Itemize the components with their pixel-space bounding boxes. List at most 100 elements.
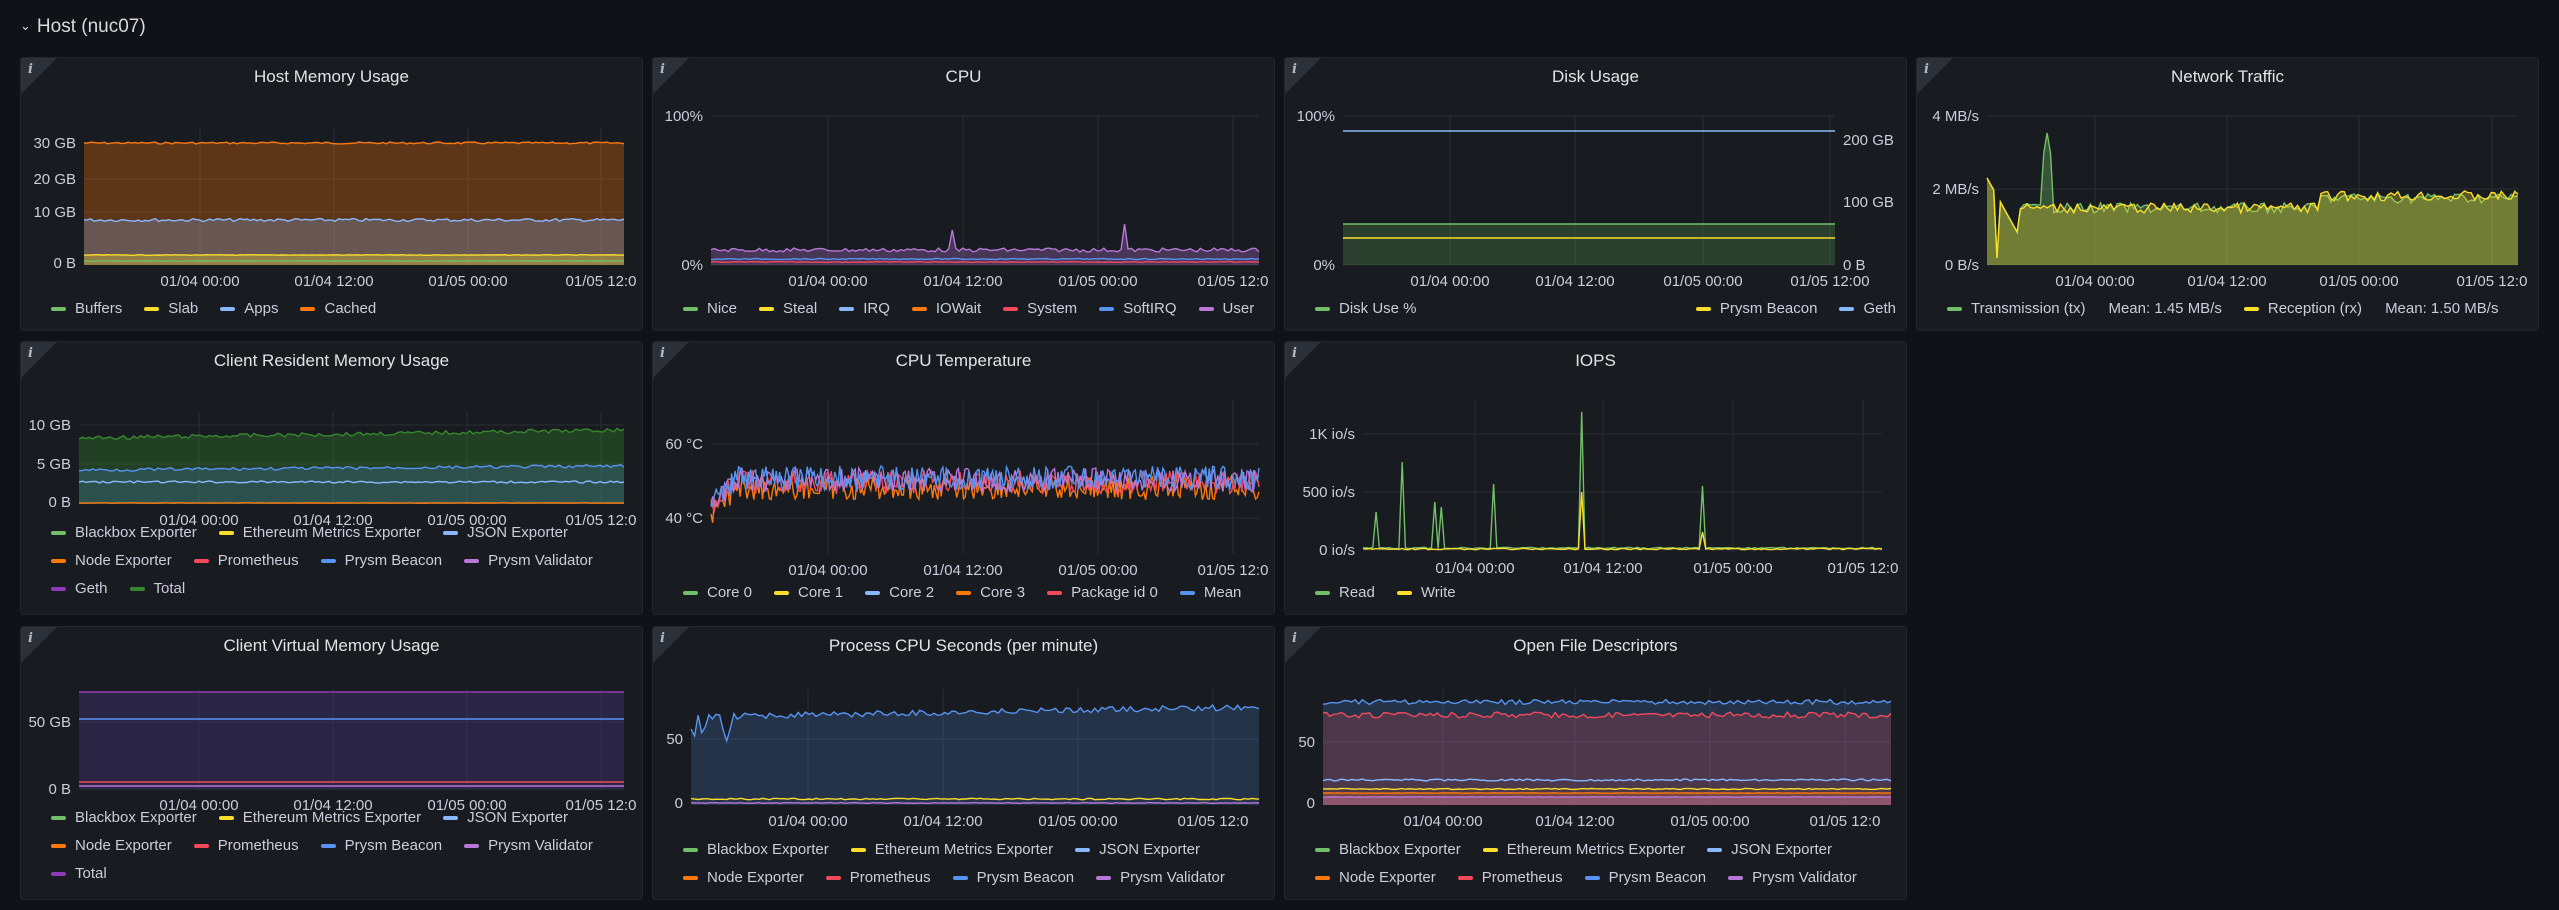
- info-icon[interactable]: i: [1292, 631, 1297, 646]
- total-line: [78, 427, 625, 441]
- legend-item[interactable]: Prometheus: [193, 550, 299, 572]
- legend-item[interactable]: Prysm Validator: [1728, 867, 1857, 889]
- legend-item[interactable]: JSON Exporter: [443, 522, 568, 544]
- legend-item[interactable]: Write: [1396, 582, 1456, 604]
- rx-line: [1986, 177, 2519, 259]
- legend-item[interactable]: Prometheus: [193, 835, 299, 857]
- legend-item[interactable]: Steal: [759, 298, 817, 320]
- legend-item[interactable]: Ethereum Metrics Exporter: [1482, 839, 1685, 861]
- panel-graph[interactable]: 60 °C 40 °C 01/04 00:00 01/04 12:00 01/05 00…: [653, 342, 1275, 615]
- panel-graph[interactable]: 50 0 01/04 00:00 01/04 12:00 01/05 00:00 01/0…: [653, 627, 1275, 900]
- legend-item[interactable]: Prysm Beacon: [320, 550, 442, 572]
- legend-item[interactable]: Slab: [144, 298, 198, 320]
- legend-item[interactable]: Core 0: [683, 582, 752, 604]
- panel-title[interactable]: CPU Temperature: [895, 351, 1032, 370]
- legend-item[interactable]: Core 2: [865, 582, 934, 604]
- info-icon[interactable]: i: [28, 62, 33, 77]
- info-icon[interactable]: i: [660, 631, 665, 646]
- legend-item[interactable]: Prysm Beacon: [320, 835, 442, 857]
- legend-item[interactable]: Node Exporter: [51, 835, 172, 857]
- info-icon[interactable]: i: [660, 346, 665, 361]
- info-icon[interactable]: i: [1924, 62, 1929, 77]
- panel-title[interactable]: Disk Usage: [1552, 67, 1639, 86]
- legend-item[interactable]: Prysm Beacon: [952, 867, 1074, 889]
- legend-item[interactable]: Geth: [1839, 298, 1896, 320]
- row-header[interactable]: ⌄ Host (nuc07): [20, 12, 146, 42]
- panel-title[interactable]: Network Traffic: [2170, 67, 2285, 86]
- panel-iops[interactable]: i IOPS 1K io/s 500 io/s 0 io/s 01/04 00:00 01/…: [1284, 341, 1907, 615]
- legend-item[interactable]: Node Exporter: [51, 550, 172, 572]
- legend-item[interactable]: Apps: [220, 298, 278, 320]
- panel-client-virtual[interactable]: i Client Virtual Memory Usage 50 GB 0 B 01/0…: [20, 626, 643, 900]
- legend-item[interactable]: Blackbox Exporter: [683, 839, 829, 861]
- legend-item[interactable]: JSON Exporter: [1707, 839, 1832, 861]
- panel-graph[interactable]: 50 0 01/04 00:00 01/04 12:00 01/05 00:00 01/0…: [1285, 627, 1907, 900]
- panel-title[interactable]: Open File Descriptors: [1513, 636, 1678, 655]
- panel-open-fds[interactable]: i Open File Descriptors 50 0 01/04 00:00 01/0…: [1284, 626, 1907, 900]
- info-icon[interactable]: i: [28, 631, 33, 646]
- info-icon[interactable]: i: [1292, 346, 1297, 361]
- legend-item[interactable]: Mean: [1179, 582, 1241, 604]
- legend-item[interactable]: Core 1: [774, 582, 843, 604]
- panel-title[interactable]: Process CPU Seconds (per minute): [828, 636, 1099, 655]
- panel-disk-usage[interactable]: i Disk Usage 100% 0% 200 GB 100 GB 0 B 01/04 00…: [1284, 57, 1907, 331]
- legend-item[interactable]: Disk Use %: [1315, 298, 1417, 320]
- legend-mean: Mean: 1.50 MB/s: [2385, 300, 2499, 317]
- legend-item[interactable]: Ethereum Metrics Exporter: [218, 807, 421, 829]
- legend-item[interactable]: Total: [129, 578, 185, 600]
- panel-network[interactable]: i Network Traffic 4 MB/s 2 MB/s 0 B/s 01/04 0…: [1916, 57, 2539, 331]
- legend-item[interactable]: Prysm Beacon: [1584, 867, 1706, 889]
- legend-item[interactable]: Ethereum Metrics Exporter: [850, 839, 1053, 861]
- panel-title[interactable]: Client Resident Memory Usage: [213, 351, 450, 370]
- legend-item[interactable]: Prysm Validator: [464, 835, 593, 857]
- panel-process-cpu[interactable]: i Process CPU Seconds (per minute) 50 0 01/0…: [652, 626, 1275, 900]
- panel-title[interactable]: CPU: [945, 67, 982, 86]
- panel-title[interactable]: Host Memory Usage: [254, 67, 409, 86]
- legend-item[interactable]: Node Exporter: [1315, 867, 1436, 889]
- info-icon[interactable]: i: [1292, 62, 1297, 77]
- panel-title[interactable]: Client Virtual Memory Usage: [223, 636, 440, 655]
- legend-item[interactable]: Blackbox Exporter: [51, 522, 197, 544]
- panel-graph[interactable]: 50 GB 0 B 01/04 00:00 01/04 12:00 01/05 00:0…: [21, 627, 643, 900]
- legend-item[interactable]: Core 3: [956, 582, 1025, 604]
- legend-item[interactable]: Cached: [300, 298, 376, 320]
- panel-graph[interactable]: 30 GB 20 GB 10 GB 0 B 01/04 00:00 01/04 12:00…: [21, 58, 643, 331]
- legend-item[interactable]: Blackbox Exporter: [51, 807, 197, 829]
- legend-item[interactable]: IOWait: [911, 298, 981, 320]
- panel-client-resident[interactable]: i Client Resident Memory Usage 10 GB 5 GB 0 …: [20, 341, 643, 615]
- panel-graph[interactable]: 100% 0% 200 GB 100 GB 0 B 01/04 00:00 01/04 12…: [1285, 58, 1907, 331]
- legend-item[interactable]: Prysm Validator: [1096, 867, 1225, 889]
- legend-item[interactable]: Read: [1315, 582, 1375, 604]
- legend-item[interactable]: Blackbox Exporter: [1315, 839, 1461, 861]
- legend-item[interactable]: Total: [51, 863, 107, 885]
- legend-item[interactable]: Prometheus: [1457, 867, 1563, 889]
- legend-item[interactable]: IRQ: [839, 298, 890, 320]
- legend-item[interactable]: Buffers: [51, 298, 122, 320]
- panel-host-memory[interactable]: i Host Memory Usage 30 GB 20 GB 10 GB 0 B 01/0…: [20, 57, 643, 331]
- legend-item[interactable]: SoftIRQ: [1099, 298, 1177, 320]
- legend-item[interactable]: Geth: [51, 578, 108, 600]
- panel-cpu-temp[interactable]: i CPU Temperature 60 °C 40 °C 01/04 00:00 01/…: [652, 341, 1275, 615]
- legend-item[interactable]: Transmission (tx) Mean: 1.45 MB/s: [1947, 298, 2222, 320]
- panel-graph[interactable]: 100% 0% 01/04 00:00 01/04 12:00 01/05 00:00 0…: [653, 58, 1275, 331]
- panel-graph[interactable]: 1K io/s 500 io/s 0 io/s 01/04 00:00 01/04 12…: [1285, 342, 1907, 615]
- info-icon[interactable]: i: [28, 346, 33, 361]
- legend-item[interactable]: Ethereum Metrics Exporter: [218, 522, 421, 544]
- legend-label: Blackbox Exporter: [707, 841, 829, 858]
- legend-item[interactable]: JSON Exporter: [1075, 839, 1200, 861]
- legend-item[interactable]: JSON Exporter: [443, 807, 568, 829]
- legend-item[interactable]: Package id 0: [1047, 582, 1158, 604]
- info-icon[interactable]: i: [660, 62, 665, 77]
- legend-item[interactable]: Nice: [683, 298, 737, 320]
- legend-item[interactable]: Prometheus: [825, 867, 931, 889]
- legend-item[interactable]: System: [1003, 298, 1077, 320]
- legend-item[interactable]: User: [1198, 298, 1254, 320]
- panel-cpu[interactable]: i CPU 100% 0% 01/04 00:00 01/04 12:00 01/05 00…: [652, 57, 1275, 331]
- panel-graph[interactable]: 10 GB 5 GB 0 B 01/04 00:00 01/04 12:00 01/05 …: [21, 342, 643, 615]
- panel-title[interactable]: IOPS: [1575, 351, 1616, 370]
- legend-item[interactable]: Prysm Beacon: [1695, 298, 1817, 320]
- panel-graph[interactable]: 4 MB/s 2 MB/s 0 B/s 01/04 00:00 01/04 12:00 0…: [1917, 58, 2539, 331]
- legend-item[interactable]: Reception (rx) Mean: 1.50 MB/s: [2243, 298, 2499, 320]
- legend-item[interactable]: Node Exporter: [683, 867, 804, 889]
- legend-item[interactable]: Prysm Validator: [464, 550, 593, 572]
